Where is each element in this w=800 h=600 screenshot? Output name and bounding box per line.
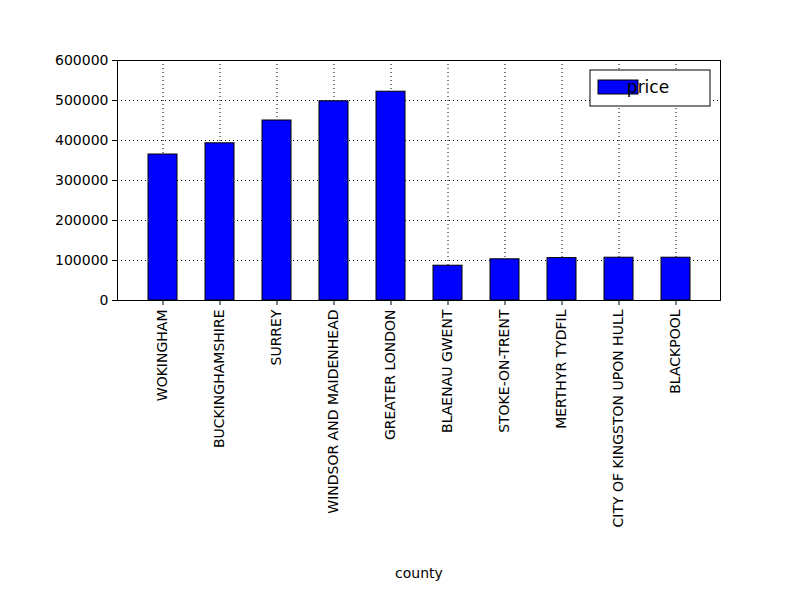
svg-text:500000: 500000 [55,92,108,108]
svg-text:400000: 400000 [55,132,108,148]
svg-text:CITY OF KINGSTON UPON HULL: CITY OF KINGSTON UPON HULL [610,309,626,527]
svg-text:300000: 300000 [55,172,108,188]
svg-text:600000: 600000 [55,52,108,68]
svg-text:100000: 100000 [55,252,108,268]
svg-text:STOKE-ON-TRENT: STOKE-ON-TRENT [496,309,512,433]
svg-text:BUCKINGHAMSHIRE: BUCKINGHAMSHIRE [211,310,227,449]
svg-text:MERTHYR TYDFIL: MERTHYR TYDFIL [553,309,569,429]
svg-text:BLACKPOOL: BLACKPOOL [667,309,683,393]
svg-text:BLAENAU GWENT: BLAENAU GWENT [439,309,455,433]
svg-text:price: price [627,77,669,97]
svg-text:0: 0 [100,292,109,308]
svg-text:county: county [395,565,443,581]
svg-text:SURREY: SURREY [268,309,284,365]
svg-text:GREATER LONDON: GREATER LONDON [382,310,398,441]
svg-text:WOKINGHAM: WOKINGHAM [154,310,170,402]
svg-text:200000: 200000 [55,212,108,228]
svg-text:WINDSOR AND MAIDENHEAD: WINDSOR AND MAIDENHEAD [325,310,341,514]
